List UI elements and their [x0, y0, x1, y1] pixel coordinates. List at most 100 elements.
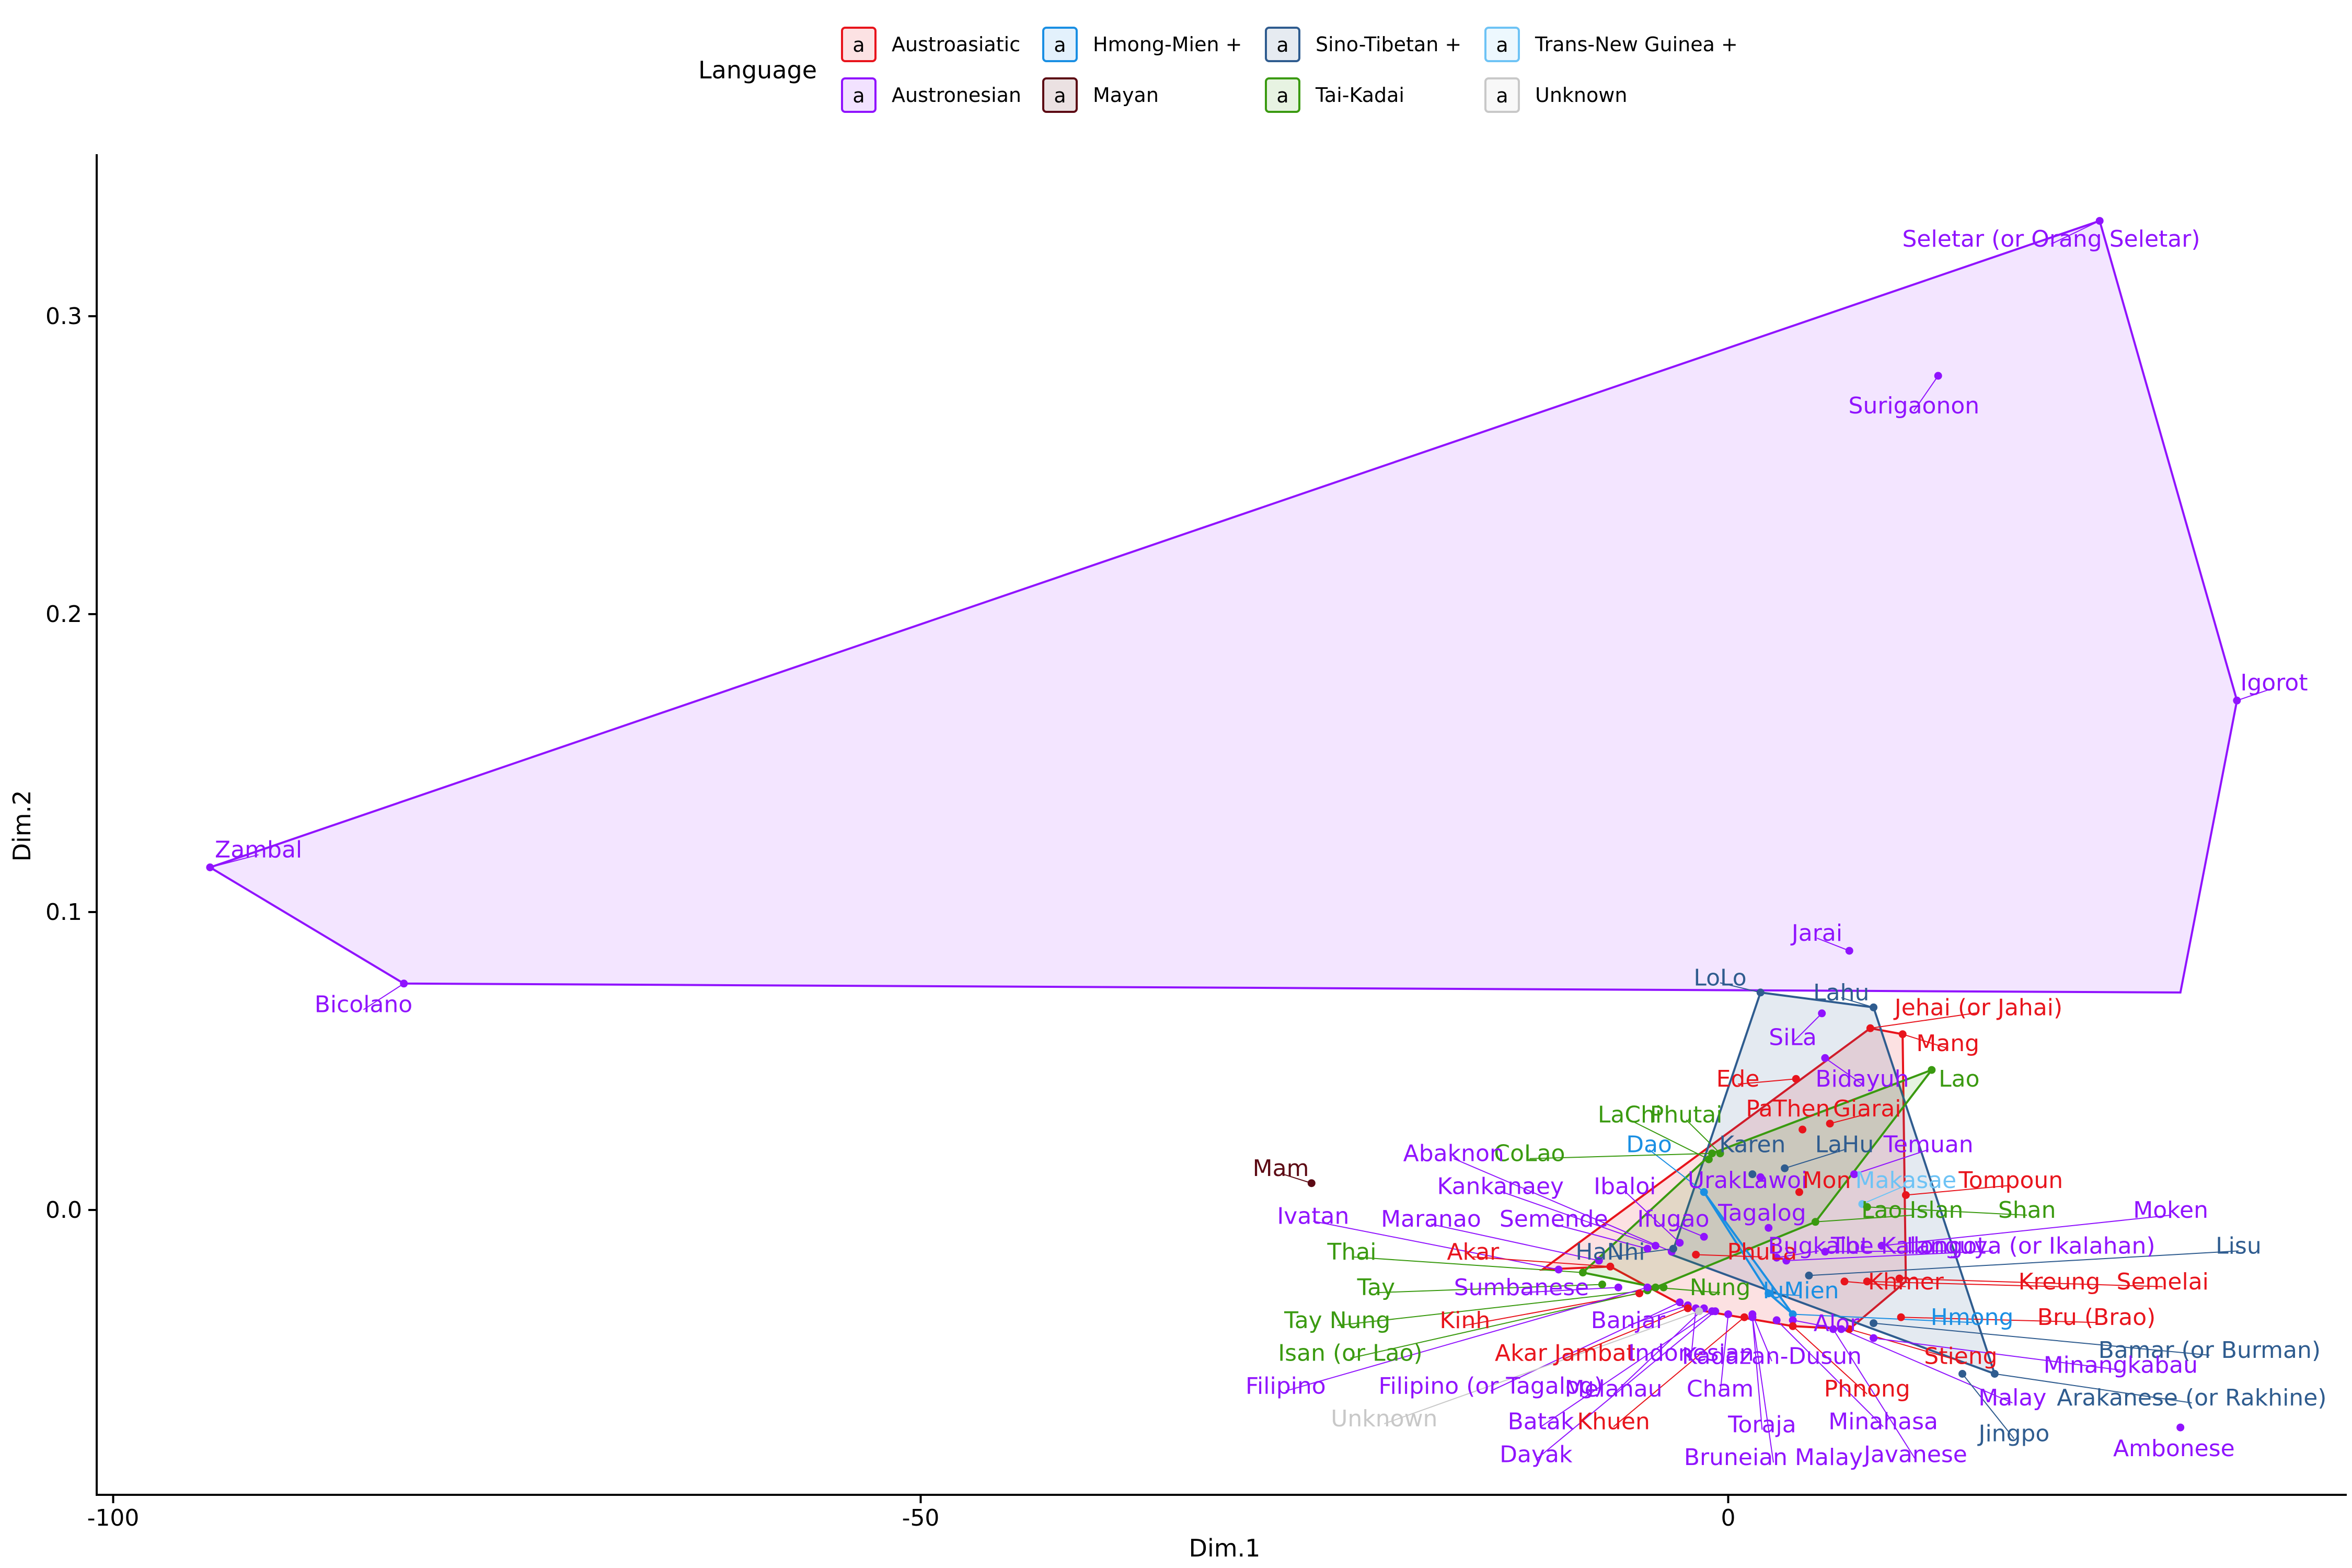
label-dayak: Dayak: [1500, 1441, 1573, 1468]
legend-glyph: a: [852, 33, 864, 56]
label-filipino-or-tagalog: Filipino (or Tagalog): [1378, 1373, 1603, 1399]
label-shan: Shan: [1998, 1197, 2056, 1224]
label-jehai-or-jahai: Jehai (or Jahai): [1893, 994, 2062, 1021]
label-kreung: Kreung: [2019, 1269, 2101, 1295]
label-ambonese: Ambonese: [2113, 1435, 2235, 1462]
point-alor: [1789, 1316, 1797, 1324]
point-kreung: [1863, 1277, 1871, 1286]
point-iumien: [1765, 1289, 1773, 1298]
label-hmong: Hmong: [1931, 1304, 2014, 1331]
point-khmer: [1840, 1277, 1849, 1286]
leader-lahu: [1784, 1149, 1845, 1169]
label-lao-islan: Lao Islan: [1861, 1197, 1963, 1224]
leader-toraja: [1751, 1317, 1763, 1430]
leader-iumien: [1768, 1293, 1801, 1296]
label-abaknon: Abaknon: [1403, 1140, 1504, 1167]
point-temuan: [1850, 1170, 1859, 1179]
label-giarai: Giarai: [1833, 1096, 1901, 1122]
label-akar: Akar: [1447, 1239, 1500, 1265]
leader-jehai-or-jahai: [1870, 1012, 1979, 1029]
label-bidayuh: Bidayuh: [1815, 1066, 1909, 1092]
data-points: [206, 217, 2241, 1432]
point-bru-brao: [1897, 1313, 1905, 1321]
label-karen: Karen: [1719, 1132, 1785, 1158]
leader-stieng: [1849, 1329, 1961, 1362]
leader-phula: [1696, 1254, 1762, 1258]
label-tay-nung: Tay Nung: [1284, 1307, 1390, 1334]
legend-glyph: a: [1496, 33, 1508, 56]
label-minangkabau: Minangkabau: [2044, 1352, 2198, 1378]
point-lao: [1928, 1066, 1936, 1074]
leader-colao: [1529, 1152, 1712, 1159]
label-maranao: Maranao: [1381, 1206, 1481, 1232]
leader-zambal: [210, 854, 259, 868]
point-jingpo: [1958, 1370, 1967, 1378]
label-lisu: Lisu: [2216, 1232, 2262, 1259]
leader-mang: [1902, 1033, 1949, 1049]
leader-tay-nung: [1337, 1289, 1648, 1326]
point-thai: [1578, 1269, 1587, 1277]
leader-lachi: [1629, 1119, 1709, 1160]
point-colao: [1708, 1149, 1716, 1158]
legend-key-sino-tibetan: [1265, 27, 1300, 62]
leader-cham: [1720, 1314, 1729, 1394]
leader-akar: [1473, 1256, 1611, 1267]
leader-lahu: [1841, 997, 1874, 1008]
point-karen: [1748, 1170, 1757, 1179]
label-seletar-or-orang-seletar: Seletar (or Orang Seletar): [1902, 226, 2200, 252]
label-arakanese-or-rakhine: Arakanese (or Rakhine): [2057, 1385, 2326, 1411]
point-jehai-or-jahai: [1866, 1024, 1874, 1032]
label-ibaloi: Ibaloi: [1594, 1173, 1656, 1200]
leader-malay: [1841, 1329, 2013, 1404]
label-khuen: Khuen: [1577, 1409, 1650, 1435]
label-mon: Mon: [1803, 1167, 1851, 1194]
label-indonesian: Indonesian: [1628, 1340, 1754, 1367]
label-bamar-or-burman: Bamar (or Burman): [2099, 1337, 2321, 1364]
leader-bamar-or-burman: [1873, 1322, 2210, 1356]
leader-hanhi: [1610, 1248, 1674, 1258]
hull-austronesian: [207, 220, 2238, 994]
point-bugkalot: [1772, 1253, 1781, 1262]
leader-tay: [1376, 1284, 1602, 1294]
point-phula: [1692, 1251, 1700, 1259]
leader-thai: [1352, 1256, 1583, 1273]
leader-temuan: [1854, 1149, 1929, 1175]
legend-label-mayan: Mayan: [1093, 84, 1159, 107]
leader-bicolano: [363, 983, 405, 1010]
label-nung: Nung: [1690, 1274, 1751, 1301]
y-tick-label: 0.1: [45, 899, 82, 926]
leader-dayak: [1536, 1311, 1716, 1460]
point-uraklawoi: [1756, 1173, 1765, 1181]
label-stieng: Stieng: [1924, 1343, 1997, 1369]
label-ivatan: Ivatan: [1277, 1203, 1349, 1229]
leader-bru-brao: [1901, 1317, 2097, 1323]
label-toraja: Toraja: [1727, 1411, 1796, 1438]
x-axis-ticks: -100 -50 0: [87, 1495, 1736, 1531]
label-lahu: Lahu: [1813, 979, 1869, 1006]
leader-javanese: [1832, 1329, 1916, 1460]
label-tay: Tay: [1357, 1274, 1396, 1301]
point-surigaonon: [1934, 372, 1942, 380]
point-lisu: [1805, 1271, 1813, 1279]
leader-semelai: [1899, 1278, 2163, 1287]
leader-semende: [1553, 1224, 1648, 1250]
leader-hmong: [1793, 1313, 1973, 1323]
label-isan-or-lao: Isan (or Lao): [1278, 1340, 1422, 1367]
point-sumbanese: [1614, 1283, 1622, 1292]
legend-label-hmong-mien: Hmong-Mien +: [1093, 33, 1242, 56]
point-dao: [1700, 1188, 1708, 1196]
point-akar-jambat: [1684, 1304, 1692, 1312]
point-filipino-or-tagalog: [1676, 1298, 1684, 1307]
leader-jarai: [1817, 937, 1850, 952]
leader-ede: [1737, 1078, 1796, 1085]
axes: -100 -50 0 0.0 0.1 0.2 0.3 Dim.1 Dim.2: [8, 154, 2347, 1562]
point-ede: [1792, 1075, 1800, 1083]
leader-minangkabau: [1873, 1338, 2121, 1371]
leader-arakanese-or-rakhine: [1994, 1373, 2192, 1404]
legend-key-austronesian: [841, 77, 877, 113]
label-zambal: Zambal: [215, 836, 302, 863]
legend-label-tai-kadai: Tai-Kadai: [1315, 84, 1404, 107]
point-zambal: [206, 863, 214, 871]
leader-moken: [1881, 1215, 2171, 1247]
point-igorot: [2233, 696, 2241, 705]
